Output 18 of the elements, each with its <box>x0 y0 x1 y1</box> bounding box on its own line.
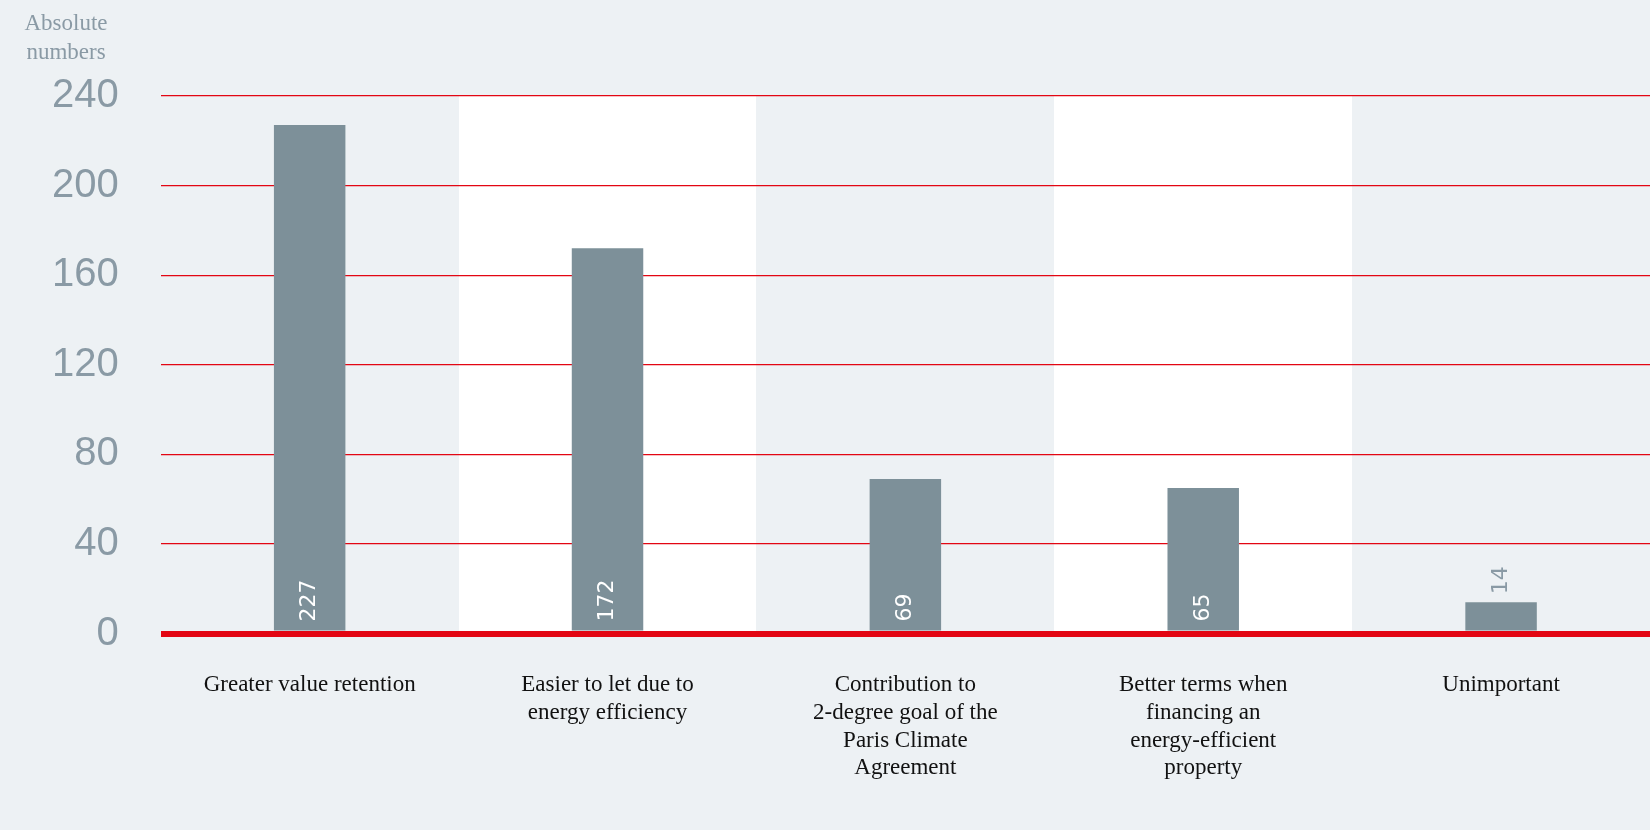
data-label: 65 <box>1188 593 1214 622</box>
y-tick-label: 80 <box>74 429 119 474</box>
x-tick-label: Greater value retention <box>203 671 417 697</box>
data-label: 172 <box>593 579 619 622</box>
y-tick-label: 0 <box>96 608 119 653</box>
y-axis-title: Absolute numbers <box>23 9 109 66</box>
x-tick-label: Easier to let due to energy efficiency <box>521 671 694 725</box>
y-tick-label: 120 <box>51 339 119 384</box>
y-tick-label: 160 <box>51 250 119 295</box>
data-label: 69 <box>891 593 917 622</box>
data-label: 14 <box>1486 566 1512 595</box>
x-tick-label: Unimportant <box>1442 671 1561 697</box>
y-tick-label: 40 <box>74 519 119 564</box>
y-tick-label: 200 <box>51 160 119 205</box>
x-tick-label: Contribution to 2-degree goal of the Paris Climate Agreement <box>813 671 998 780</box>
x-tick-label: Better terms when financing an energy-efficient property <box>1118 671 1289 780</box>
data-label: 227 <box>295 579 321 622</box>
y-tick-label: 240 <box>51 71 119 116</box>
